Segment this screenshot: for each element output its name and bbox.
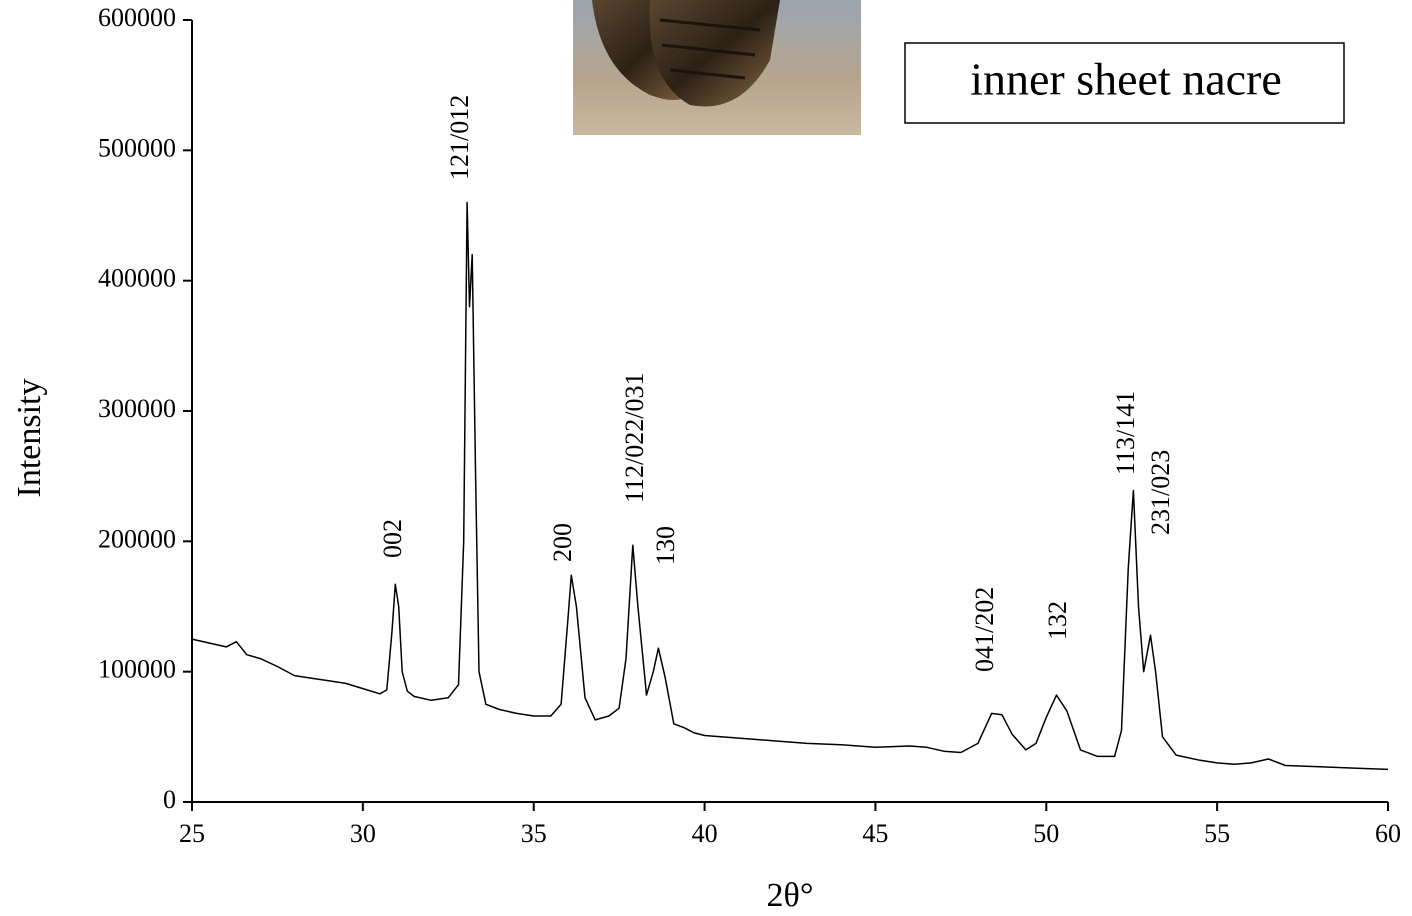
x-tick-label: 50 [1033,819,1059,848]
y-tick-label: 200000 [98,524,176,553]
x-tick-label: 35 [521,819,547,848]
x-tick-label: 40 [692,819,718,848]
peak-label: 130 [651,526,680,565]
y-tick-label: 500000 [98,133,176,162]
chart: 2θ° Intensity 25 30 35 40 45 50 55 60 0 100000 200… [0,0,1412,916]
peak-label: 112/022/031 [620,373,649,503]
peak-label: 113/141 [1111,391,1140,475]
page: {"chart_data": {"type": "line", "xlabel"… [0,0,1412,916]
peak-label: 041/202 [970,587,999,672]
x-tick-label: 55 [1204,819,1230,848]
x-tick-label: 30 [350,819,376,848]
legend: inner sheet nacre [905,43,1344,123]
inset-photo [573,0,861,135]
x-tick-label: 60 [1375,819,1401,848]
peak-label: 132 [1043,601,1072,640]
y-tick-label: 100000 [98,655,176,684]
legend-label: inner sheet nacre [970,54,1282,105]
y-axis-title: Intensity [11,379,48,498]
peak-label: 121/012 [445,95,474,180]
y-tick-label: 300000 [98,394,176,423]
peak-label: 231/023 [1146,450,1175,535]
y-tick-label: 400000 [98,264,176,293]
x-tick-label: 25 [179,819,205,848]
x-axis-title: 2θ° [767,877,814,914]
y-tick-label: 600000 [98,3,176,32]
data-line [192,203,1388,770]
y-tick-label: 0 [163,785,176,814]
peak-label: 002 [378,519,407,558]
x-tick-label: 45 [862,819,888,848]
peak-label: 200 [548,523,577,562]
